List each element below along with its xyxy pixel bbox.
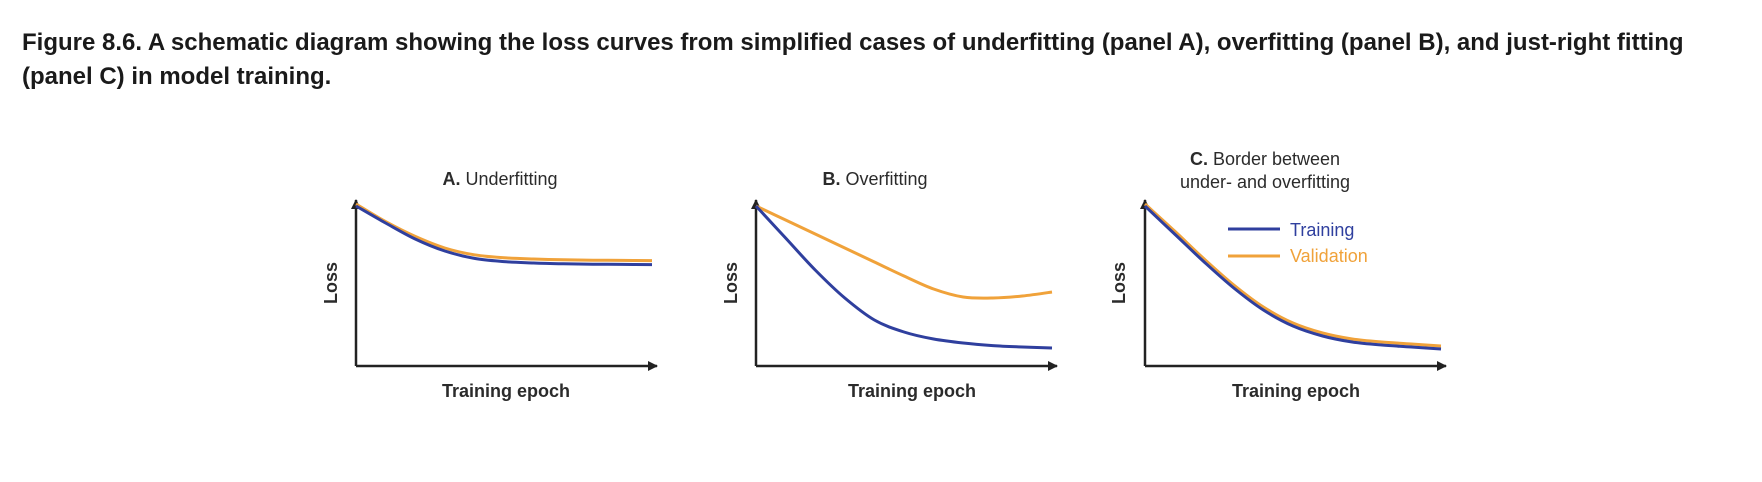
panel-b-y-label: Loss	[721, 262, 741, 304]
panel-c: C. Border between under- and overfitting …	[1109, 149, 1447, 401]
panel-a: A. Underfitting Loss Training epoch	[321, 169, 658, 401]
panel-b-title-text: Overfitting	[845, 169, 927, 189]
panel-c-title: C. Border between	[1190, 149, 1340, 169]
panel-a-validation-curve	[355, 202, 653, 263]
panel-c-validation-curve	[1143, 202, 1442, 348]
panel-b-x-label: Training epoch	[848, 381, 976, 401]
legend: Training Validation	[1228, 220, 1368, 266]
panel-a-title-text: Underfitting	[465, 169, 557, 189]
panel-c-y-label: Loss	[1109, 262, 1129, 304]
panel-a-letter: A.	[442, 169, 460, 189]
legend-validation-label: Validation	[1290, 246, 1368, 266]
panel-c-training-curve	[1143, 204, 1442, 351]
panel-c-x-label: Training epoch	[1232, 381, 1360, 401]
panel-b-title: B. Overfitting	[822, 169, 927, 189]
panel-c-title-line2: under- and overfitting	[1180, 172, 1350, 192]
panel-c-letter: C.	[1190, 149, 1208, 169]
panel-b-validation-curve	[755, 204, 1053, 300]
panel-a-training-curve	[355, 204, 653, 267]
panel-b-letter: B.	[822, 169, 840, 189]
panel-a-y-label: Loss	[321, 262, 341, 304]
legend-training-label: Training	[1290, 220, 1354, 240]
figure-caption: Figure 8.6. A schematic diagram showing …	[22, 29, 1684, 90]
panel-c-title-text: Border between	[1213, 149, 1340, 169]
panel-a-x-label: Training epoch	[442, 381, 570, 401]
panel-b: B. Overfitting Loss Training epoch	[721, 169, 1058, 401]
panel-b-training-curve	[754, 204, 1053, 350]
panel-a-title: A. Underfitting	[442, 169, 557, 189]
